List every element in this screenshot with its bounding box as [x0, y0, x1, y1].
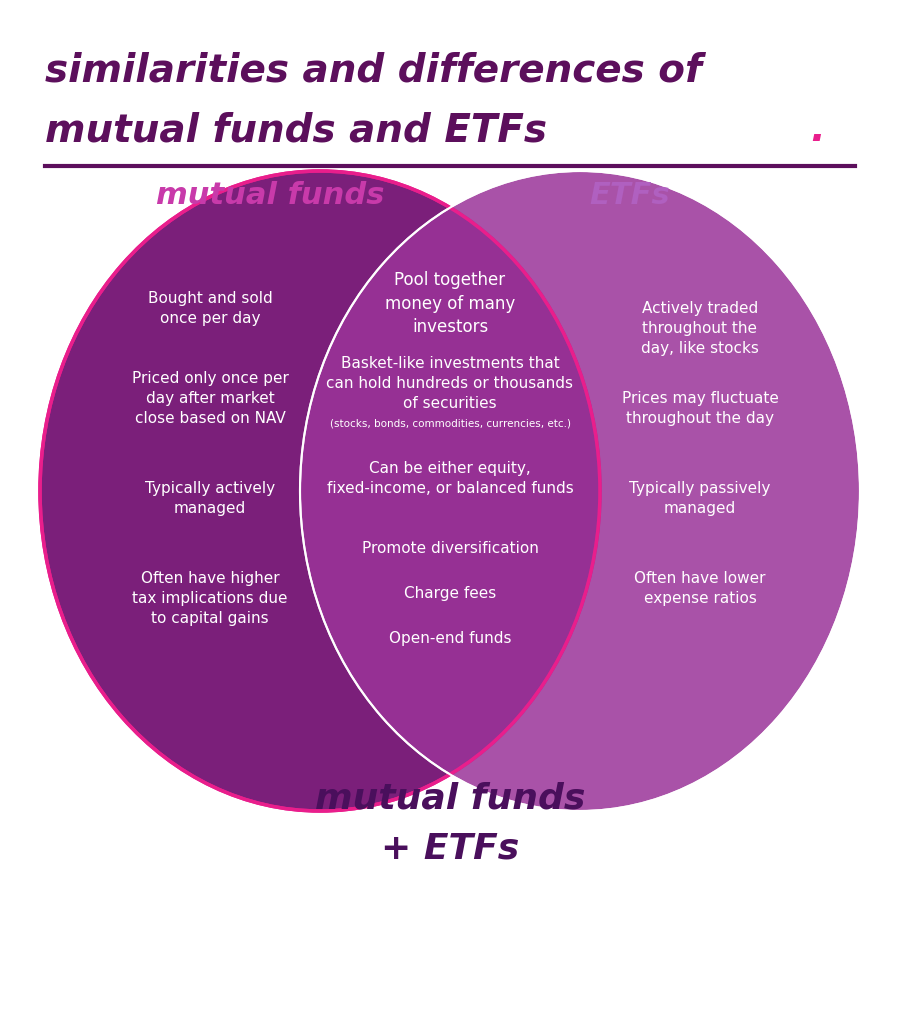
Ellipse shape [40, 171, 600, 811]
Text: Priced only once per
day after market
close based on NAV: Priced only once per day after market cl… [131, 371, 288, 426]
Text: (stocks, bonds, commodities, currencies, etc.): (stocks, bonds, commodities, currencies,… [329, 418, 571, 428]
Text: .: . [810, 111, 824, 149]
Text: mutual funds and ETFs: mutual funds and ETFs [45, 111, 547, 149]
Text: Typically passively
managed: Typically passively managed [629, 481, 770, 516]
Text: Actively traded
throughout the
day, like stocks: Actively traded throughout the day, like… [641, 301, 759, 355]
Text: Promote diversification: Promote diversification [362, 541, 538, 556]
Text: Often have higher
tax implications due
to capital gains: Often have higher tax implications due t… [132, 571, 288, 626]
Text: Charge fees: Charge fees [404, 586, 496, 601]
Text: Open-end funds: Open-end funds [389, 631, 511, 646]
Text: + ETFs: + ETFs [381, 831, 519, 865]
Text: ETFs: ETFs [590, 181, 670, 210]
Ellipse shape [300, 171, 860, 811]
Text: similarities and differences of: similarities and differences of [45, 51, 702, 89]
Text: mutual funds: mutual funds [156, 181, 384, 210]
Text: Often have lower
expense ratios: Often have lower expense ratios [634, 571, 766, 605]
Text: Prices may fluctuate
throughout the day: Prices may fluctuate throughout the day [622, 391, 778, 426]
Text: Bought and sold
once per day: Bought and sold once per day [148, 291, 273, 326]
Text: Basket-like investments that
can hold hundreds or thousands
of securities: Basket-like investments that can hold hu… [327, 356, 573, 410]
Text: Typically actively
managed: Typically actively managed [145, 481, 275, 516]
Text: Pool together
money of many
investors: Pool together money of many investors [385, 271, 515, 336]
Text: Can be either equity,
fixed-income, or balanced funds: Can be either equity, fixed-income, or b… [327, 461, 573, 496]
Text: mutual funds: mutual funds [315, 781, 585, 815]
